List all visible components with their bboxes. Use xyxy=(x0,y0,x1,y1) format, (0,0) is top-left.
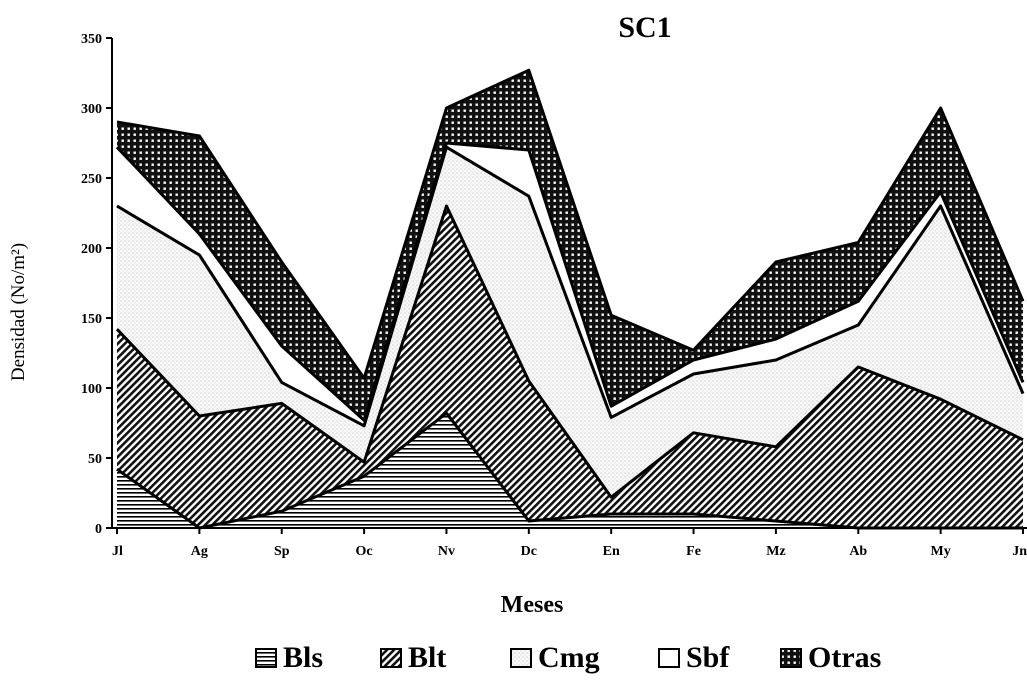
hlines-pattern-icon xyxy=(255,648,277,668)
area-layers xyxy=(117,70,1023,528)
stacked-area-chart: 0 50 100 150 200 250 300 350 Jl Ag Sp Oc Nv Dc En Fe Mz… xyxy=(8,11,1027,618)
x-tick-label: Fe xyxy=(686,544,701,559)
legend-item-bls: Bls xyxy=(255,640,323,676)
dotted-pattern-icon xyxy=(510,648,532,668)
x-ticks: Jl Ag Sp Oc Nv Dc En Fe Mz Ab My Jn xyxy=(112,528,1027,559)
x-tick-label: Ag xyxy=(191,544,208,559)
x-axis-title: Meses xyxy=(501,592,564,618)
legend-item-cmg: Cmg xyxy=(510,640,600,676)
y-tick-label: 300 xyxy=(81,102,102,117)
y-tick-label: 200 xyxy=(81,242,102,257)
y-tick-label: 250 xyxy=(81,172,102,187)
y-tick-label: 100 xyxy=(81,382,102,397)
legend-label: Blt xyxy=(408,641,447,674)
legend-item-sbf: Sbf xyxy=(658,640,729,676)
chart-title: SC1 xyxy=(618,11,671,44)
legend: Bls Blt Cmg Sbf Otras xyxy=(0,640,1027,690)
legend-label: Otras xyxy=(808,641,882,674)
grid-pattern-icon xyxy=(780,648,802,668)
y-tick-label: 150 xyxy=(81,312,102,327)
area-otras xyxy=(117,70,1023,421)
x-tick-label: En xyxy=(603,544,620,559)
y-tick-label: 50 xyxy=(88,452,102,467)
legend-label: Bls xyxy=(283,641,324,674)
x-tick-label: Nv xyxy=(438,544,455,559)
diagonal-pattern-icon xyxy=(380,648,402,668)
area-bls xyxy=(117,413,1023,528)
x-tick-label: Jn xyxy=(1012,544,1027,559)
x-tick-label: Sp xyxy=(274,544,290,559)
series-line-sbf xyxy=(115,141,1025,422)
x-tick-label: My xyxy=(931,544,951,559)
area-sbf xyxy=(117,143,1023,426)
x-tick-label: Dc xyxy=(521,544,537,559)
y-tick-label: 350 xyxy=(81,32,102,47)
y-tick-label: 0 xyxy=(95,522,102,537)
legend-label: Sbf xyxy=(686,641,730,674)
x-tick-label: Jl xyxy=(112,544,123,559)
blank-pattern-icon xyxy=(658,648,680,668)
axes xyxy=(111,38,1027,529)
legend-item-otras: Otras xyxy=(780,640,881,676)
legend-label: Cmg xyxy=(538,641,600,674)
y-axis-title: Densidad (No/m²) xyxy=(8,243,29,381)
x-tick-label: Oc xyxy=(356,544,373,559)
legend-item-blt: Blt xyxy=(380,640,446,676)
series-line-otras xyxy=(116,68,1025,380)
x-tick-label: Ab xyxy=(849,544,867,559)
area-cmg xyxy=(117,147,1023,498)
x-tick-label: Mz xyxy=(766,544,785,559)
series-line-blt xyxy=(115,204,1024,499)
y-ticks: 0 50 100 150 200 250 300 350 xyxy=(81,32,112,537)
series-line-cmg xyxy=(116,145,1025,428)
